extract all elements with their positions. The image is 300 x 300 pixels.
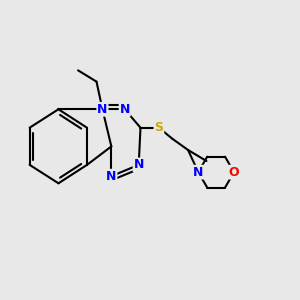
Text: S: S <box>154 121 164 134</box>
Text: N: N <box>97 103 108 116</box>
Text: N: N <box>134 158 144 171</box>
Text: O: O <box>229 166 239 178</box>
Text: N: N <box>106 170 116 183</box>
Text: N: N <box>119 103 130 116</box>
Text: N: N <box>193 166 203 178</box>
